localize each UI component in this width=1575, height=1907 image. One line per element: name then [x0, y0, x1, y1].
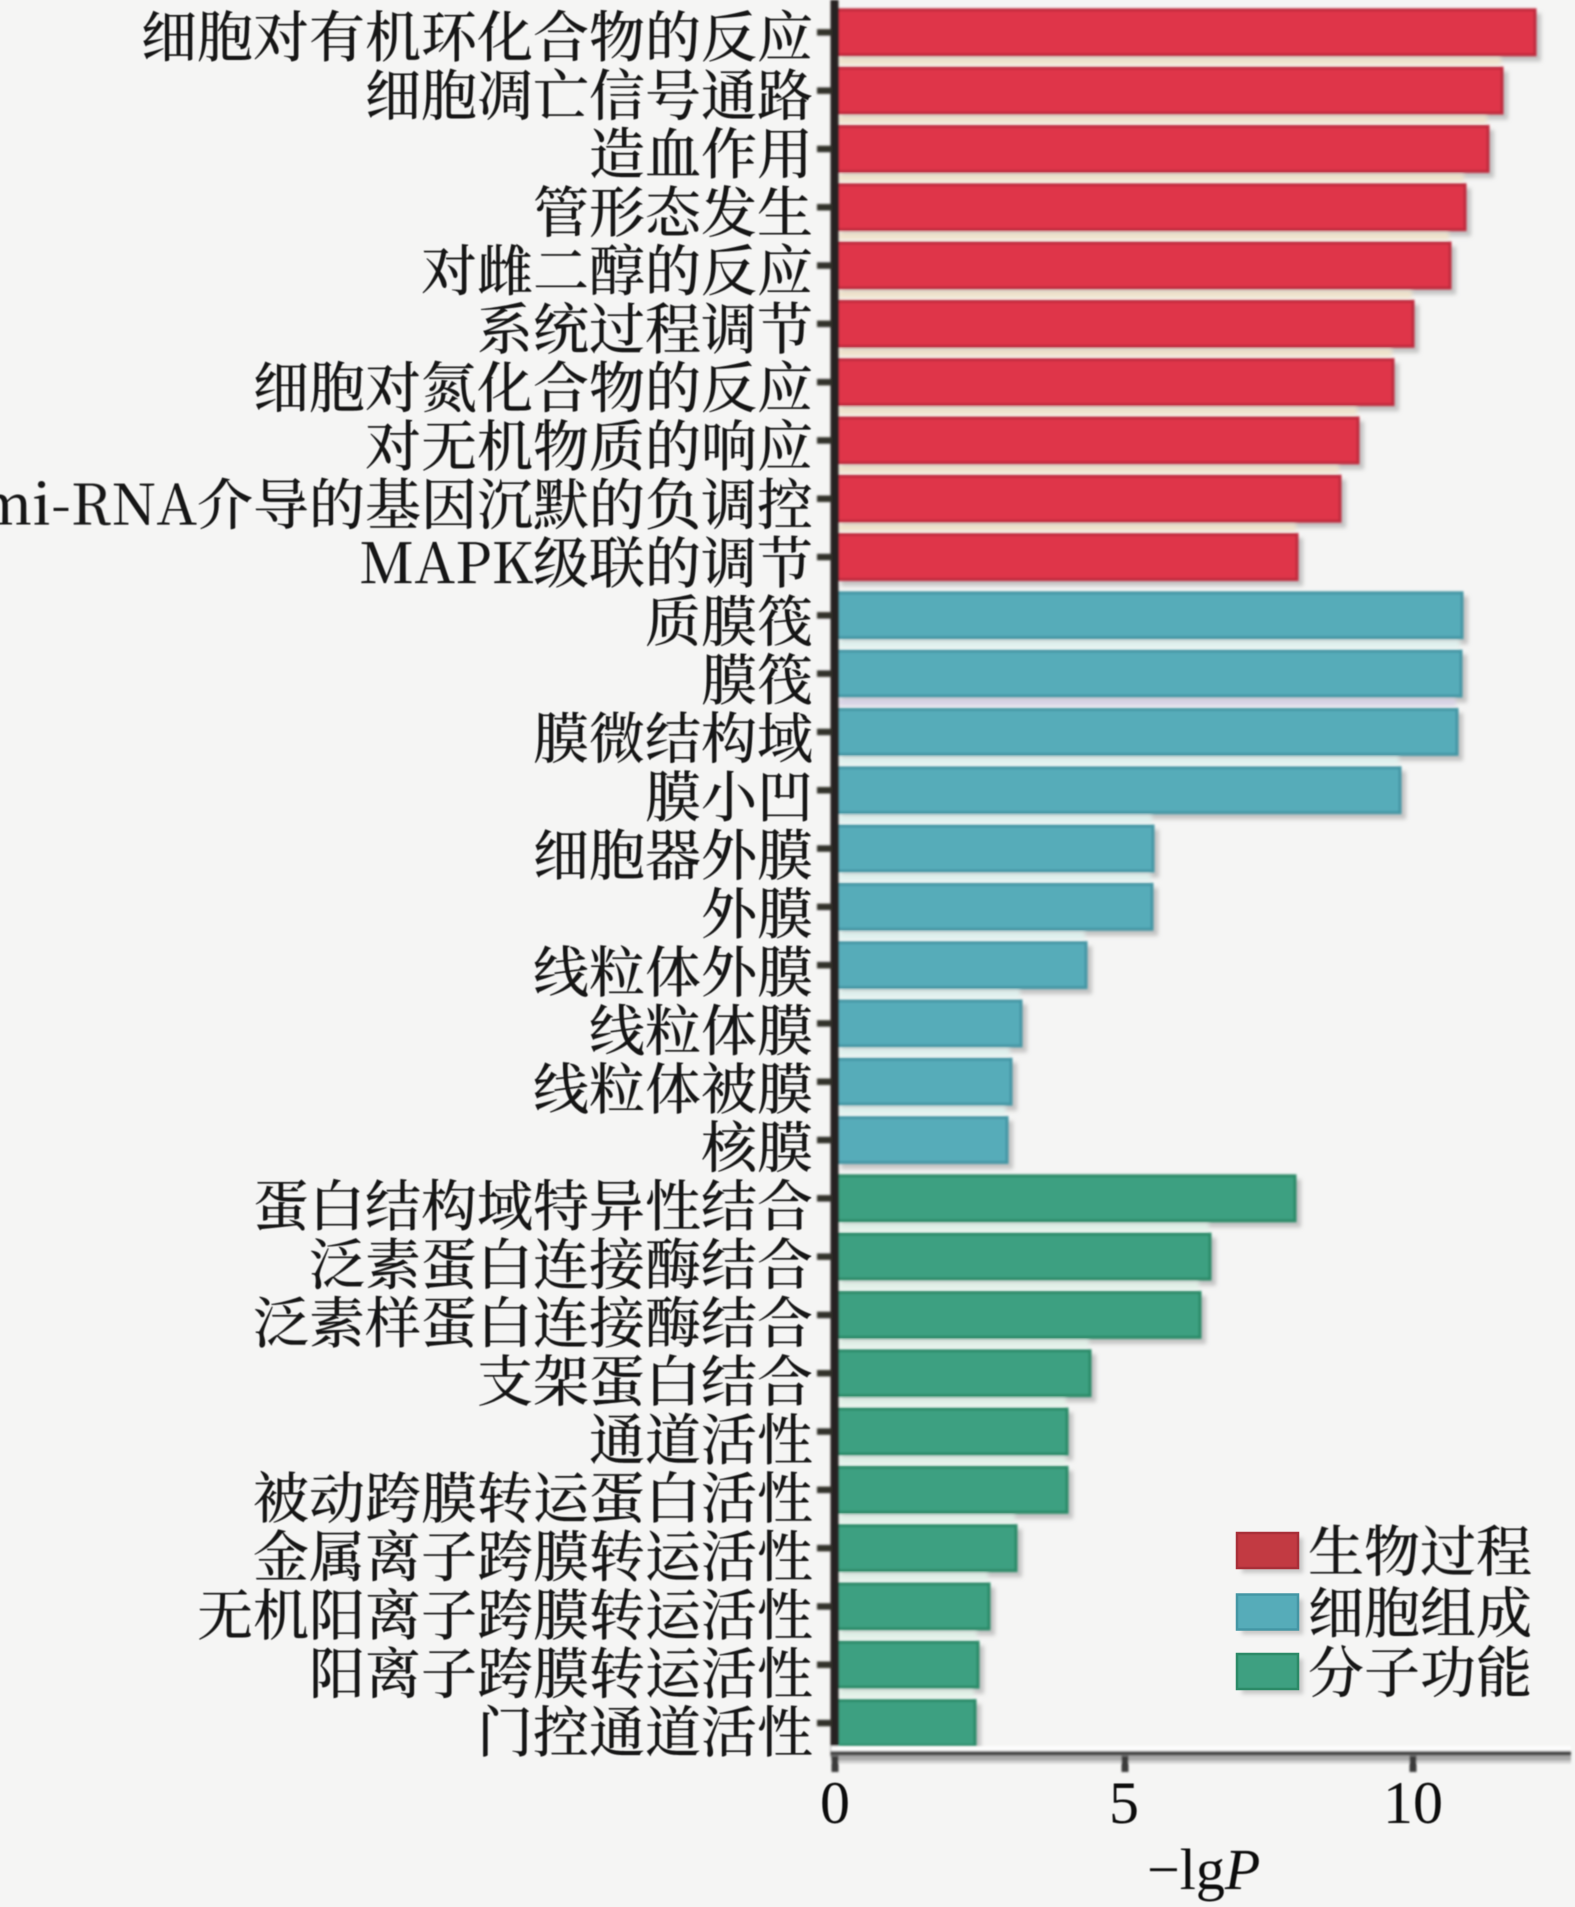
svg-text:0: 0 — [820, 1770, 850, 1836]
svg-text:−lgP: −lgP — [1147, 1837, 1260, 1902]
svg-text:10: 10 — [1383, 1770, 1443, 1836]
svg-text:5: 5 — [1109, 1770, 1139, 1836]
